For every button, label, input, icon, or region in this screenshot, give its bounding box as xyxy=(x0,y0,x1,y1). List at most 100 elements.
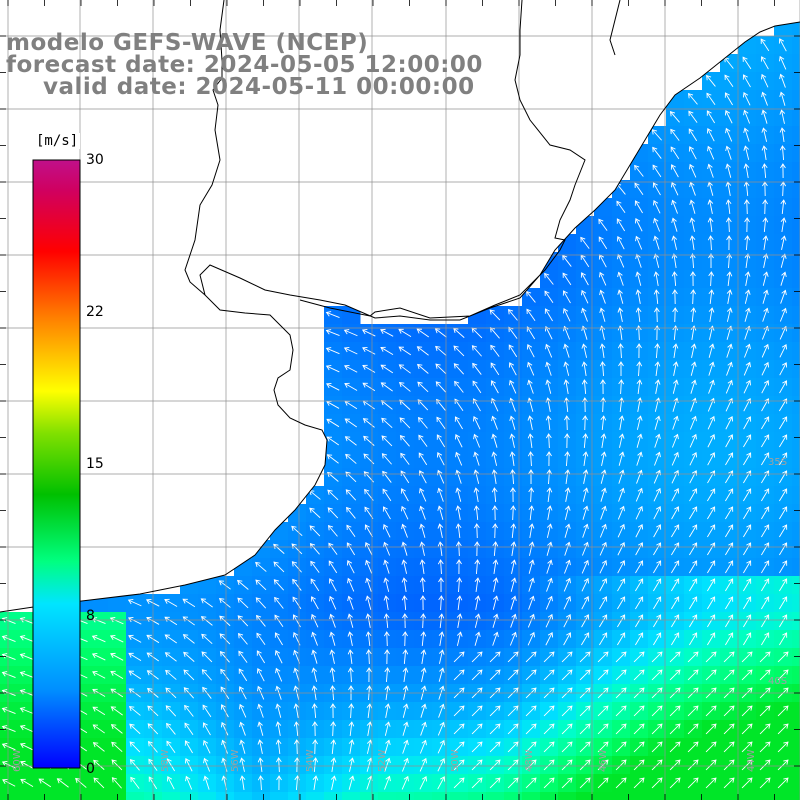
wind-arrow xyxy=(418,434,428,447)
wind-arrow xyxy=(525,705,537,717)
wind-arrow xyxy=(670,146,680,160)
wind-arrow xyxy=(779,325,787,340)
wind-arrow xyxy=(545,613,553,628)
wind-speed-cell xyxy=(792,342,800,361)
land-mass xyxy=(0,0,800,612)
wind-arrow xyxy=(311,649,318,664)
wind-speed-cell xyxy=(342,792,361,800)
wind-arrow xyxy=(651,741,663,753)
wind-arrow xyxy=(201,633,213,645)
wind-arrow xyxy=(438,649,445,664)
wind-arrow xyxy=(690,397,697,412)
wind-arrow xyxy=(633,651,645,663)
wind-arrow xyxy=(237,632,248,645)
wind-arrow xyxy=(759,759,771,771)
wind-arrow xyxy=(257,775,264,791)
wind-arrow xyxy=(525,759,537,771)
wind-arrow xyxy=(348,757,355,772)
wind-arrow xyxy=(274,614,284,628)
wind-arrow xyxy=(364,541,373,556)
wind-arrow xyxy=(438,577,444,593)
wind-arrow xyxy=(453,741,465,753)
wind-arrow xyxy=(705,777,717,789)
wind-arrow xyxy=(310,596,319,610)
wind-arrow xyxy=(473,505,480,521)
wind-speed-cell xyxy=(0,792,19,800)
lon-label: 56W xyxy=(230,749,241,772)
wind-arrow xyxy=(599,271,607,286)
wind-arrow xyxy=(381,453,392,465)
wind-arrow xyxy=(779,362,788,376)
wind-arrow xyxy=(438,703,445,718)
wind-arrow xyxy=(761,524,770,538)
wind-arrow xyxy=(651,777,663,789)
wind-speed-cell xyxy=(792,36,800,55)
wind-arrow xyxy=(330,703,336,719)
wind-arrow xyxy=(617,541,626,556)
wind-arrow xyxy=(528,469,534,485)
wind-arrow xyxy=(616,200,626,213)
wind-arrow xyxy=(759,669,771,681)
wind-arrow xyxy=(384,649,390,665)
wind-arrow xyxy=(202,704,212,718)
wind-arrow xyxy=(366,739,373,754)
wind-arrow xyxy=(761,145,768,160)
wind-arrow xyxy=(221,721,229,736)
wind-arrow xyxy=(398,364,411,374)
wind-arrow xyxy=(200,598,213,608)
wind-arrow xyxy=(617,505,625,520)
wind-arrow xyxy=(312,775,319,790)
wind-arrow xyxy=(543,741,555,753)
wind-arrow xyxy=(202,739,211,754)
wind-arrow xyxy=(742,91,751,106)
wind-arrow xyxy=(779,55,787,70)
wind-arrow xyxy=(1,743,16,751)
wind-arrow xyxy=(617,632,626,646)
wind-arrow xyxy=(780,271,787,286)
wind-arrow xyxy=(761,614,770,628)
wind-arrow xyxy=(348,739,355,754)
wind-arrow xyxy=(563,415,570,431)
colorbar-tick: 22 xyxy=(86,304,104,320)
wind-arrow xyxy=(653,307,660,323)
wind-speed-cell xyxy=(792,576,800,595)
wind-arrow xyxy=(508,362,517,376)
wind-arrow xyxy=(582,505,589,520)
wind-arrow xyxy=(761,73,769,88)
wind-arrow xyxy=(438,631,445,646)
wind-arrow xyxy=(635,253,642,268)
wind-arrow xyxy=(725,145,732,160)
wind-speed-cell xyxy=(756,792,775,800)
wind-arrow xyxy=(741,705,753,717)
wind-arrow xyxy=(726,289,733,304)
wind-arrow xyxy=(671,578,680,592)
wind-arrow xyxy=(312,739,318,755)
wind-arrow xyxy=(383,541,391,556)
wind-speed-cell xyxy=(396,792,415,800)
wind-arrow xyxy=(580,236,590,249)
wind-arrow xyxy=(562,307,571,322)
wind-arrow xyxy=(671,271,678,287)
wind-arrow xyxy=(600,415,607,431)
wind-arrow xyxy=(581,541,589,556)
wind-arrow xyxy=(490,380,499,394)
wind-arrow xyxy=(327,524,338,537)
wind-arrow xyxy=(761,343,769,358)
wind-arrow xyxy=(489,651,501,663)
wind-arrow xyxy=(164,652,177,662)
wind-arrow xyxy=(419,541,426,556)
wind-arrow xyxy=(128,652,142,662)
wind-arrow xyxy=(653,524,662,538)
wind-arrow xyxy=(38,778,52,788)
wind-arrow xyxy=(546,523,553,538)
wind-speed-cell xyxy=(792,162,800,181)
wind-arrow xyxy=(636,415,643,430)
wind-arrow xyxy=(472,415,481,430)
wind-arrow xyxy=(618,487,625,502)
model-title: modelo GEFS-WAVE (NCEP) xyxy=(6,30,369,56)
wind-arrow xyxy=(671,506,680,520)
wind-arrow xyxy=(725,578,734,592)
wind-arrow xyxy=(725,416,734,430)
wind-arrow xyxy=(635,560,644,574)
wind-arrow xyxy=(725,614,734,628)
